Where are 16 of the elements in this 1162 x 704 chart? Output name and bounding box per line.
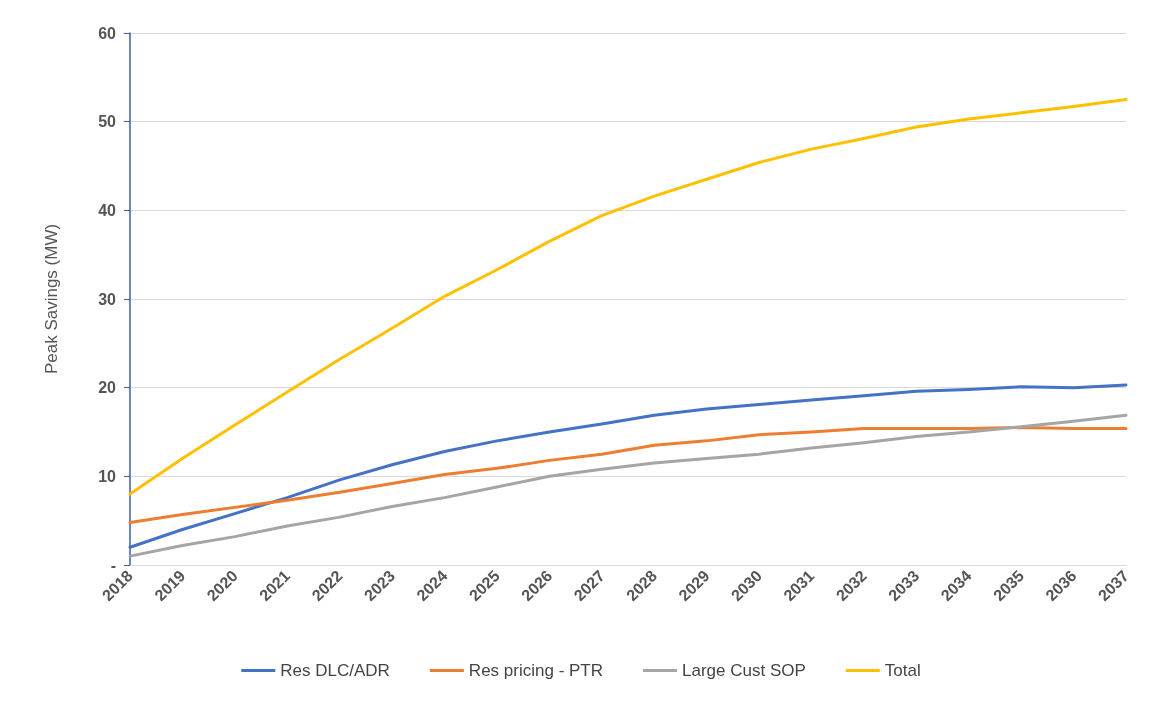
y-tick-label: 50 bbox=[98, 113, 117, 131]
y-tick-label: 60 bbox=[98, 24, 117, 42]
y-tick-label: 10 bbox=[98, 467, 117, 485]
legend-label: Res pricing - PTR bbox=[468, 661, 604, 680]
y-tick-label: 20 bbox=[98, 379, 117, 397]
y-axis-title: Peak Savings (MW) bbox=[42, 223, 61, 375]
y-tick-label: 30 bbox=[98, 290, 117, 308]
line-series bbox=[128, 98, 1128, 496]
line-series bbox=[128, 383, 1128, 549]
legend-label: Total bbox=[884, 661, 921, 680]
y-tick-label: - bbox=[110, 556, 116, 574]
legend-label: Res DLC/ADR bbox=[280, 661, 390, 680]
line-series bbox=[128, 413, 1128, 558]
line-series bbox=[128, 426, 1128, 524]
legend-label: Large Cust SOP bbox=[682, 661, 806, 680]
y-tick-label: 40 bbox=[98, 201, 117, 219]
